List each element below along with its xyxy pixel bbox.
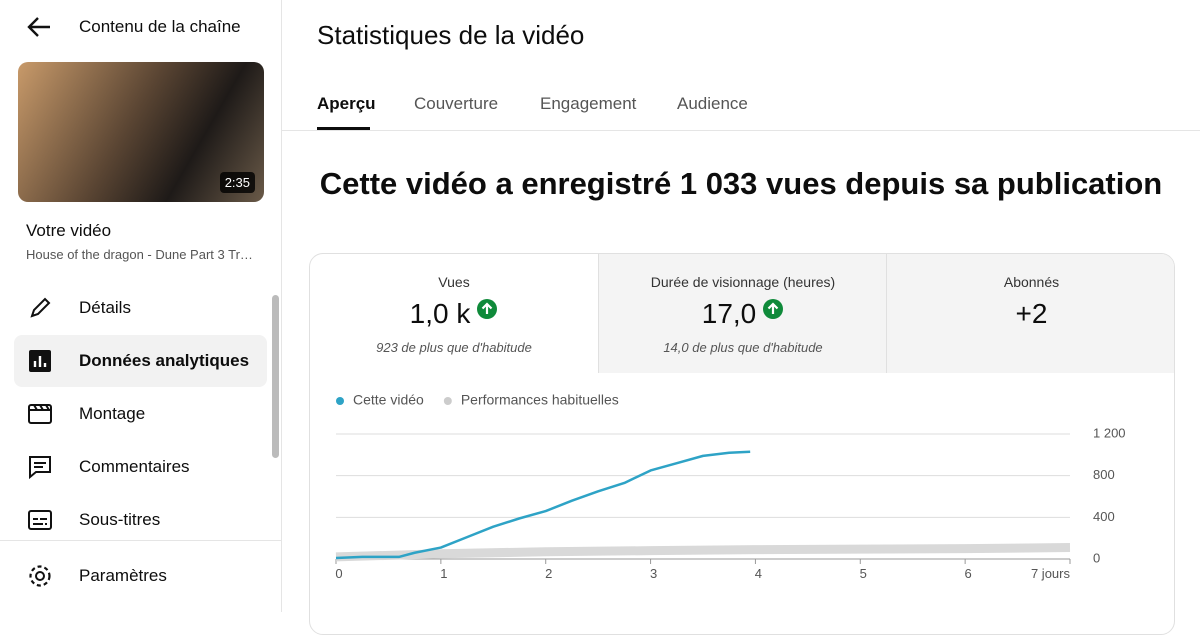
nav-label: Commentaires <box>79 457 190 476</box>
up-icon <box>477 299 498 319</box>
x-tick-label: 4 <box>755 566 762 581</box>
x-tick-label: 5 <box>860 566 867 581</box>
series-line <box>335 450 751 560</box>
sidebar: Contenu de la chaîne 2:35 Votre vidéo Ho… <box>0 0 282 612</box>
tab[interactable]: Audience <box>677 94 748 113</box>
nav-label: Données analytiques <box>79 351 250 370</box>
x-tick-label: 1 <box>440 566 447 581</box>
nav-item[interactable]: Paramètres <box>14 550 267 602</box>
tab-indicator <box>317 127 370 130</box>
metric-label: Vues <box>438 274 470 290</box>
legend-label: Performances habituelles <box>461 392 619 408</box>
back-button[interactable] <box>26 14 52 40</box>
metric[interactable]: Durée de visionnage (heures) 17,0 14,0 d… <box>598 254 887 373</box>
divider <box>282 130 1200 131</box>
legend-marker <box>336 397 344 405</box>
x-tick-label: 7 jours <box>1031 566 1071 581</box>
y-tick-label: 800 <box>1093 467 1115 482</box>
tab[interactable]: Engagement <box>540 94 637 113</box>
series-line <box>335 543 1071 562</box>
metric-label: Durée de visionnage (heures) <box>650 274 836 290</box>
metric-value: 1,0 k <box>409 298 471 329</box>
tab[interactable]: Aperçu <box>317 94 376 113</box>
metric-label: Abonnés <box>1003 274 1060 290</box>
nav-item[interactable]: Sous-titres <box>14 494 267 546</box>
legend-marker <box>443 397 452 405</box>
video-heading: Votre vidéo <box>26 221 112 240</box>
metric-note: 923 de plus que d'habitude <box>376 340 532 355</box>
nav-item[interactable]: Détails <box>14 282 267 334</box>
y-tick-label: 1 200 <box>1093 425 1126 440</box>
nav-label: Paramètres <box>79 566 167 585</box>
sidebar-title: Contenu de la chaîne <box>79 17 241 36</box>
nav-label: Sous-titres <box>79 510 161 529</box>
legend-label: Cette vidéo <box>353 392 424 408</box>
nav-item[interactable]: Montage <box>14 388 267 440</box>
metric-value: 17,0 <box>701 298 757 329</box>
tab[interactable]: Couverture <box>414 94 499 113</box>
video-thumbnail[interactable]: 2:35 <box>18 62 264 202</box>
x-tick-label: 3 <box>650 566 657 581</box>
x-tick-label: 2 <box>545 566 552 581</box>
nav-item[interactable]: Commentaires <box>14 441 267 493</box>
scrollbar[interactable] <box>272 295 279 458</box>
headline: Cette vidéo a enregistré 1 033 vues depu… <box>319 166 1163 201</box>
metric[interactable]: Abonnés +2 <box>886 254 1174 373</box>
up-icon <box>763 299 784 319</box>
metric-note: 14,0 de plus que d'habitude <box>663 340 823 355</box>
nav-label: Détails <box>79 298 131 317</box>
stats-card: Vues 1,0 k 923 de plus que d'habitude Du… <box>309 253 1175 635</box>
metric[interactable]: Vues 1,0 k 923 de plus que d'habitude <box>310 254 598 373</box>
chart: 0 400 800 1 200 0 1 2 3 4 5 6 7 jours Cette vidéo Per… <box>335 392 1126 581</box>
metric-value: +2 <box>1015 298 1048 329</box>
video-title: House of the dragon - Dune Part 3 Tr… <box>26 247 253 262</box>
y-tick-label: 0 <box>1093 550 1100 565</box>
x-tick-label: 0 <box>335 566 342 581</box>
x-tick-label: 6 <box>965 566 972 581</box>
nav-label: Montage <box>79 404 146 423</box>
nav-item[interactable]: Données analytiques <box>14 335 267 387</box>
y-tick-label: 400 <box>1093 509 1115 524</box>
page-title: Statistiques de la vidéo <box>317 20 585 50</box>
divider <box>0 540 281 541</box>
video-duration: 2:35 <box>219 172 255 193</box>
